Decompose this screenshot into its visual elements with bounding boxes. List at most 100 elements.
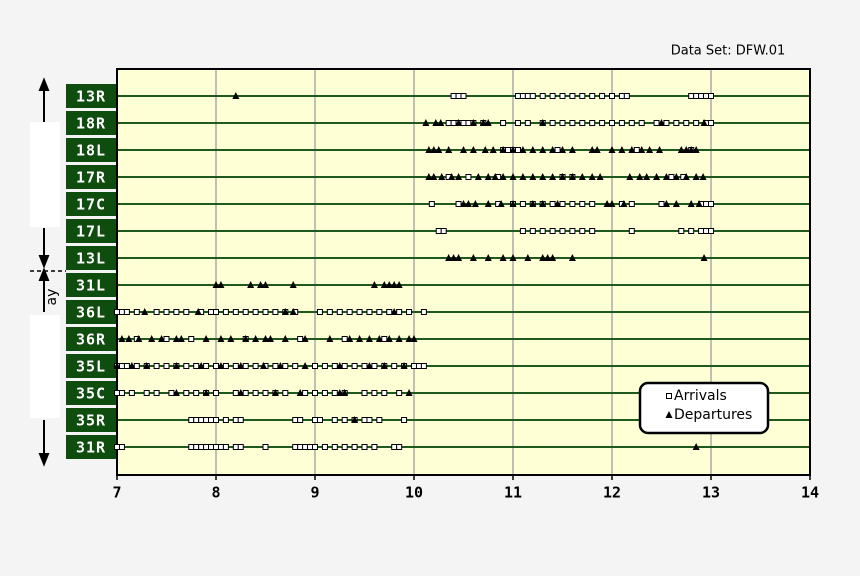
arrival-mark xyxy=(708,228,714,234)
arrival-mark xyxy=(460,120,467,126)
departure-mark xyxy=(400,362,408,369)
arrival-mark xyxy=(193,363,200,369)
departure-mark xyxy=(365,362,373,369)
departure-mark xyxy=(432,119,440,126)
arrival-mark xyxy=(183,363,190,369)
departure-mark xyxy=(445,146,453,153)
departure-mark xyxy=(172,362,180,369)
departure-mark xyxy=(509,254,517,261)
departure-mark xyxy=(544,254,552,261)
arrival-mark xyxy=(272,363,279,369)
arrival-mark xyxy=(559,120,566,126)
arrival-mark xyxy=(445,120,452,126)
departure-mark xyxy=(430,173,438,180)
arrival-mark xyxy=(183,390,190,396)
runway-label-box xyxy=(66,354,117,378)
departure-mark xyxy=(529,200,537,207)
departure-mark xyxy=(296,389,304,396)
departure-mark xyxy=(425,173,433,180)
departure-mark xyxy=(405,335,413,342)
departure-mark xyxy=(455,173,463,180)
departure-mark xyxy=(596,173,604,180)
departure-mark xyxy=(217,281,225,288)
departure-mark xyxy=(445,254,453,261)
departure-mark xyxy=(499,254,507,261)
arrival-mark xyxy=(371,444,378,450)
arrival-mark xyxy=(282,390,289,396)
arrival-mark xyxy=(341,336,348,342)
arrival-mark xyxy=(500,120,507,126)
departure-mark xyxy=(692,443,700,450)
runway-label-box xyxy=(66,219,117,243)
departure-mark xyxy=(484,200,492,207)
arrival-mark xyxy=(559,93,566,99)
arrival-mark xyxy=(579,93,586,99)
arrival-mark xyxy=(569,93,576,99)
arrival-mark xyxy=(455,93,462,99)
arrival-mark xyxy=(163,309,170,315)
departure-mark xyxy=(390,308,398,315)
arrival-mark xyxy=(708,93,714,99)
arrival-mark xyxy=(361,417,368,423)
arrival-mark xyxy=(559,228,566,234)
arrival-mark xyxy=(698,228,705,234)
departure-mark xyxy=(341,389,349,396)
arrival-mark xyxy=(331,417,338,423)
arrival-mark xyxy=(391,363,398,369)
arrival-mark xyxy=(133,309,140,315)
departure-mark xyxy=(260,362,268,369)
y-tick-label: 18R xyxy=(76,115,106,133)
runway-label-box xyxy=(66,327,117,351)
arrival-mark xyxy=(198,417,205,423)
arrival-mark xyxy=(213,309,219,315)
arrival-mark xyxy=(252,390,259,396)
departure-mark xyxy=(588,146,596,153)
arrival-mark xyxy=(465,120,472,126)
plot: 7 8 9 10 11 12 13 14 13R 18R 18L 17R 17C 17L 13L 31L 36L… xyxy=(66,68,819,502)
arrival-mark xyxy=(678,228,685,234)
arrival-mark xyxy=(415,363,422,369)
departure-mark xyxy=(618,146,626,153)
arrival-mark xyxy=(312,363,318,369)
departure-mark xyxy=(549,173,557,180)
arrival-mark xyxy=(123,363,130,369)
arrival-mark xyxy=(539,228,546,234)
arrival-mark xyxy=(213,417,219,423)
runway-label-box xyxy=(66,381,117,405)
departure-mark xyxy=(672,200,680,207)
departure-mark xyxy=(281,335,289,342)
arrival-mark xyxy=(381,336,388,342)
departure-mark xyxy=(588,173,596,180)
arrival-mark xyxy=(203,363,210,369)
departure-mark xyxy=(450,254,458,261)
arrival-mark xyxy=(237,417,244,423)
arrival-mark xyxy=(321,363,328,369)
arrival-mark xyxy=(203,444,210,450)
departure-mark xyxy=(687,200,695,207)
departure-mark xyxy=(237,362,245,369)
departure-mark xyxy=(491,173,499,180)
departure-mark xyxy=(653,173,661,180)
x-tick-label: 10 xyxy=(405,484,423,502)
arrival-mark xyxy=(143,390,150,396)
departure-mark xyxy=(656,146,664,153)
departure-mark xyxy=(148,335,156,342)
arrival-mark xyxy=(628,228,635,234)
departure-mark xyxy=(143,362,151,369)
arrival-mark xyxy=(213,444,219,450)
departure-mark xyxy=(499,173,507,180)
arrival-mark xyxy=(222,309,229,315)
arrival-mark xyxy=(519,228,526,234)
departure-mark xyxy=(202,389,210,396)
departure-mark xyxy=(385,281,393,288)
departure-mark xyxy=(559,173,566,180)
departure-mark xyxy=(626,173,634,180)
arrival-mark xyxy=(450,93,457,99)
arrival-mark xyxy=(351,363,358,369)
departure-mark xyxy=(217,335,225,342)
departure-mark xyxy=(262,335,269,342)
arrival-mark xyxy=(128,390,135,396)
y-tick-label: 36R xyxy=(76,331,106,349)
arrival-mark xyxy=(222,417,229,423)
